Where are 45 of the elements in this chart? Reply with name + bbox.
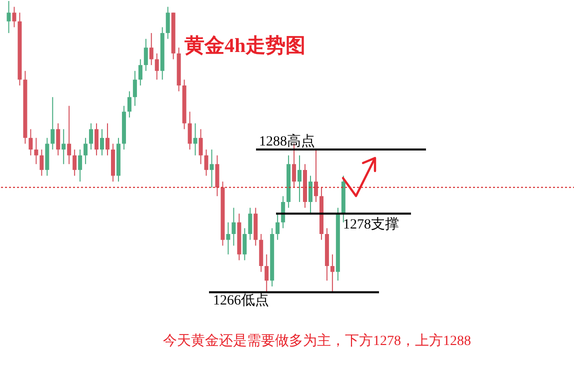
candlestick: [298, 154, 302, 202]
candlestick: [166, 6, 170, 40]
candlestick: [198, 128, 203, 165]
candlestick: [215, 154, 220, 197]
candlestick: [276, 213, 280, 240]
candlestick: [308, 175, 312, 214]
candlestick: [100, 128, 104, 156]
candlestick: [232, 207, 236, 246]
candlestick: [154, 52, 159, 80]
candlestick: [34, 137, 38, 165]
candlestick: [149, 32, 154, 66]
candlestick: [132, 70, 137, 106]
candlestick: [67, 105, 72, 165]
candlestick: [106, 122, 110, 156]
candlestick: [56, 122, 60, 156]
candlestick: [281, 196, 286, 229]
candlestick: [188, 111, 192, 150]
candlestick: [193, 122, 198, 156]
candlestick: [72, 149, 77, 176]
candlestick: [264, 254, 269, 293]
candlestick: [28, 128, 33, 156]
candlestick: [204, 149, 208, 176]
candlestick: [226, 222, 230, 255]
candlestick: [84, 137, 88, 165]
candlestick: [314, 149, 318, 202]
text: 今天黄金还是需要做多为主，下方1278，上方1288: [163, 333, 471, 349]
candlestick: [6, 0, 11, 34]
candlestick: [62, 128, 66, 165]
candlestick: [50, 96, 55, 150]
candlestick: [127, 90, 132, 118]
candlestick: [144, 38, 148, 72]
candlestick: [89, 122, 94, 150]
text: 黄金4h走势图: [183, 35, 306, 57]
candlestick: [78, 149, 82, 182]
ref-line-label: 1278支撑: [343, 216, 399, 233]
candlestick: [12, 6, 16, 28]
ref-line-label: 1288高点: [259, 134, 315, 150]
candlestick: [248, 207, 252, 240]
candlestick: [242, 228, 247, 261]
ref-line-label: 1266低点: [213, 292, 269, 308]
candlestick: [210, 149, 214, 188]
candlestick: [330, 254, 334, 293]
candlestick: [94, 122, 99, 156]
candlestick: [138, 58, 142, 86]
candlestick: [40, 149, 44, 176]
